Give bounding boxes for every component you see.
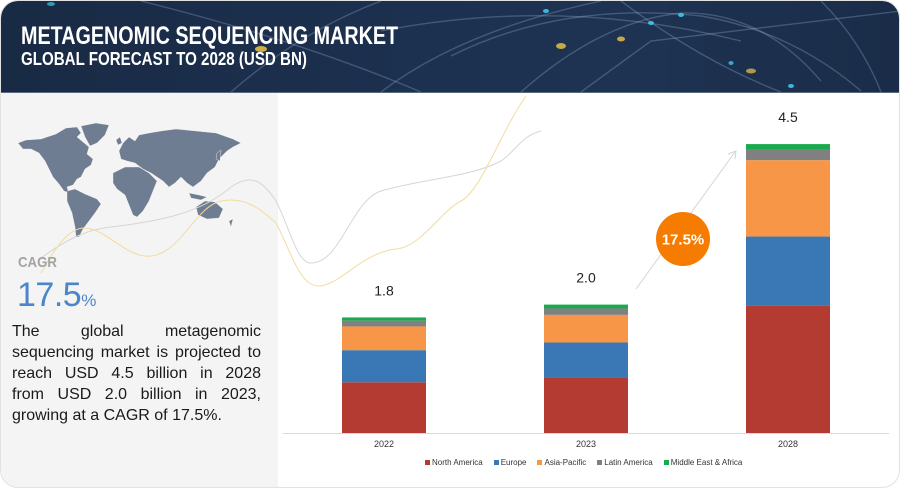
page-title: METAGENOMIC SEQUENCING MARKET (21, 22, 399, 50)
growth-arrow-head (727, 150, 737, 160)
legend-item-latin-america[interactable]: Latin America (597, 458, 653, 467)
description-line: sequencing market is projected to (12, 344, 261, 361)
legend-label: Asia-Pacific (544, 458, 587, 467)
cagr-label: CAGR (18, 254, 57, 271)
category-label-2023: 2023 (576, 439, 596, 449)
description-line: growing at a CAGR of 17.5%. (12, 407, 222, 424)
category-label-2022: 2022 (374, 439, 394, 449)
description-line: The global metagenomic (12, 323, 261, 340)
decorative-curve-yellow (40, 95, 527, 287)
bar-segment-asia-pacific-2023 (544, 314, 628, 343)
bar-segment-europe-2023 (544, 342, 628, 378)
bar-segment-middle-east-africa-2023 (544, 304, 628, 309)
decorative-curve-gray (40, 130, 542, 264)
legend-item-asia-pacific[interactable]: Asia-Pacific (537, 458, 586, 467)
legend-marker-europe (493, 460, 499, 465)
uk-shape (115, 136, 123, 146)
description-line: from USD 2.0 billion in 2023, (12, 386, 261, 403)
legend-item-north-america[interactable]: North America (425, 458, 483, 467)
bar-segment-middle-east-africa-2028 (746, 144, 830, 150)
bar-segment-latin-america-2023 (544, 308, 628, 315)
legend-item-middle-east-africa[interactable]: Middle East & Africa (663, 458, 743, 467)
total-label-2022: 1.8 (374, 282, 394, 298)
header-banner: METAGENOMIC SEQUENCING MARKET GLOBAL FOR… (1, 1, 899, 93)
description-line: reach USD 4.5 billion in 2028 (12, 365, 261, 382)
header-decoration (47, 1, 899, 92)
legend-label: Middle East & Africa (670, 458, 743, 467)
legend-item-europe[interactable]: Europe (493, 458, 527, 467)
bar-segment-asia-pacific-2028 (746, 160, 830, 237)
cagr-badge (656, 212, 710, 266)
cagr-unit: % (81, 291, 97, 310)
cagr-value: 17.5% (17, 276, 96, 321)
legend-label: Latin America (604, 458, 653, 467)
cagr-number: 17.5 (17, 276, 82, 314)
legend-label: North America (432, 458, 483, 467)
new-zealand-shape (228, 218, 234, 228)
north-america-shape (17, 126, 94, 194)
cagr-badge-label: 17.5% (662, 232, 705, 249)
bar-segment-latin-america-2028 (746, 149, 830, 161)
greenland-shape (80, 122, 110, 147)
category-label-2028: 2028 (778, 439, 798, 449)
eurasia-shape (118, 128, 242, 188)
bar-segment-asia-pacific-2022 (342, 326, 426, 351)
legend-marker-asia-pacific (537, 460, 543, 465)
page-subtitle: GLOBAL FORECAST TO 2028 (USD BN) (21, 49, 307, 69)
bar-segment-middle-east-africa-2022 (342, 317, 426, 321)
indonesia-shape (188, 192, 208, 201)
japan-shape (215, 149, 222, 162)
bar-segment-north-america-2022 (342, 382, 426, 433)
legend-marker-middle-east-africa (663, 460, 669, 465)
world-map (17, 122, 242, 238)
chart-legend: North America Europe Asia-Pacific Latin … (425, 458, 742, 467)
legend-marker-north-america (425, 460, 430, 465)
south-america-shape (66, 188, 102, 238)
legend-label: Europe (500, 458, 527, 467)
bar-segment-europe-2028 (746, 236, 830, 306)
africa-shape (112, 166, 158, 218)
total-label-2028: 4.5 (778, 109, 798, 125)
bars-layer (342, 144, 830, 433)
labels-layer: 1.8 2022 2.0 2023 4.5 2028 (374, 109, 798, 449)
legend-marker-latin-america (597, 460, 603, 465)
bar-segment-north-america-2028 (746, 305, 830, 433)
bar-segment-latin-america-2022 (342, 320, 426, 327)
bar-segment-europe-2022 (342, 350, 426, 383)
bar-segment-north-america-2023 (544, 377, 628, 433)
total-label-2023: 2.0 (576, 270, 596, 286)
market-description: The global metagenomic sequencing market… (12, 321, 261, 426)
